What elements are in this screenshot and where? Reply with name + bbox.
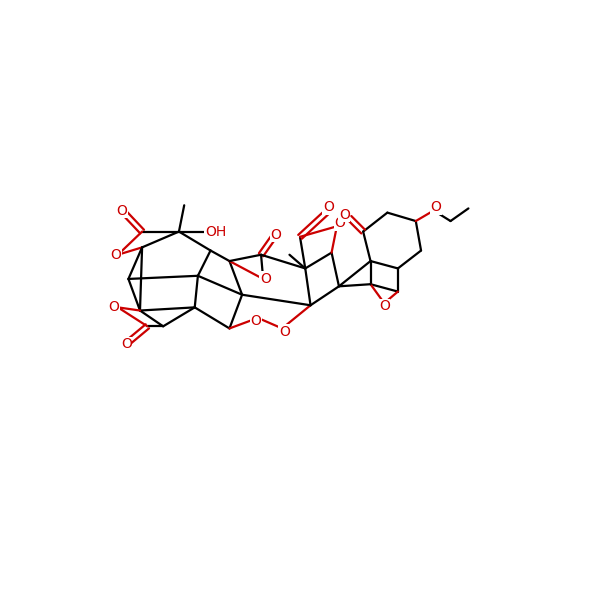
- Text: O: O: [339, 208, 350, 222]
- Text: O: O: [260, 272, 271, 286]
- Text: O: O: [110, 248, 121, 262]
- Text: O: O: [271, 228, 281, 242]
- Text: O: O: [430, 200, 441, 214]
- Text: O: O: [323, 200, 334, 214]
- Text: O: O: [379, 299, 389, 313]
- Text: OH: OH: [205, 224, 226, 239]
- Text: O: O: [121, 337, 132, 351]
- Text: O: O: [108, 301, 119, 314]
- Text: O: O: [335, 216, 346, 230]
- Text: O: O: [279, 325, 290, 338]
- Text: O: O: [250, 314, 261, 328]
- Text: O: O: [116, 203, 128, 218]
